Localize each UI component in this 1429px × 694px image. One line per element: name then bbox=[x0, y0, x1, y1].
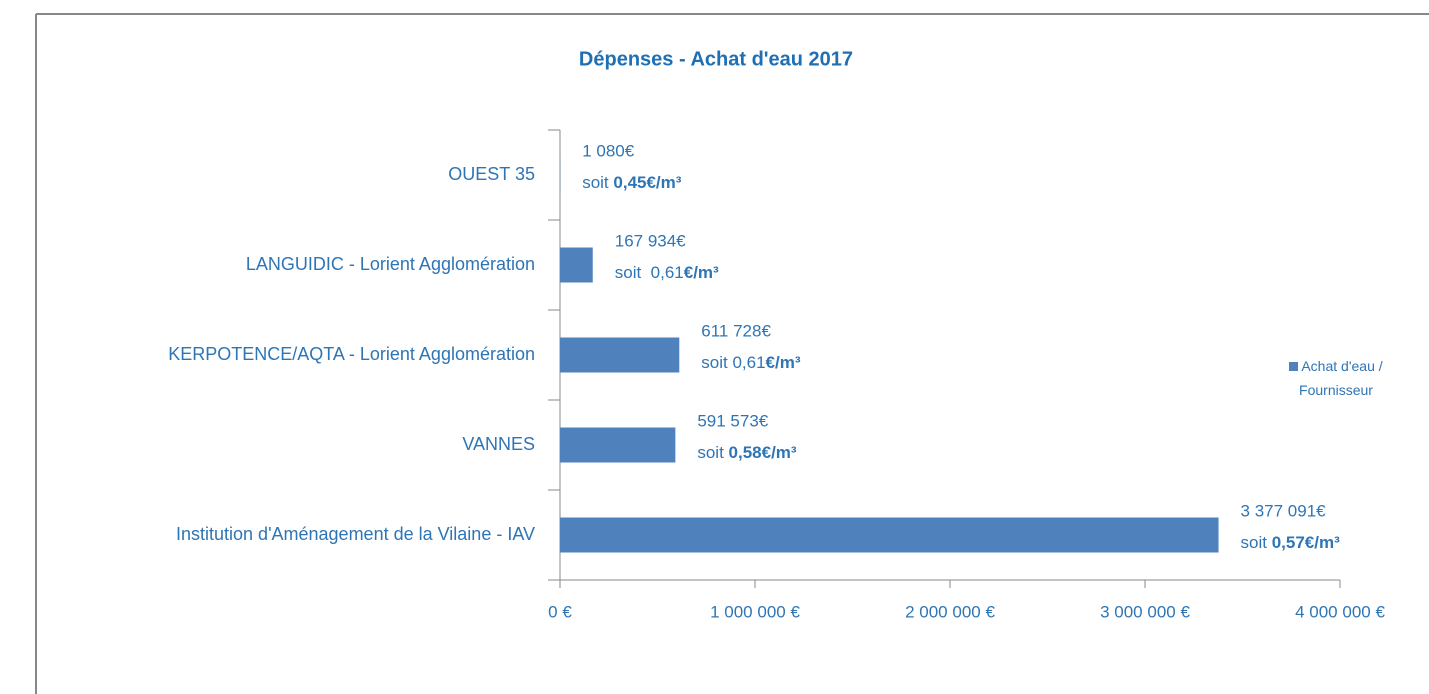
unit-label-part: €/m³ bbox=[684, 263, 719, 282]
unit-label-part: soit 0,61 bbox=[615, 263, 684, 282]
value-label: 3 377 091€ bbox=[1241, 501, 1327, 520]
unit-label-part: soit 0,61 bbox=[701, 353, 765, 372]
legend-label: Achat d'eau / Fournisseur bbox=[1299, 358, 1383, 398]
bar bbox=[560, 427, 676, 463]
legend: Achat d'eau / Fournisseur bbox=[1262, 354, 1410, 402]
value-label: 1 080€ bbox=[582, 141, 635, 160]
unit-label-part: soit bbox=[697, 443, 728, 462]
unit-label: soit 0,58€/m³ bbox=[697, 443, 797, 462]
bar bbox=[560, 337, 680, 373]
value-label: 611 728€ bbox=[701, 321, 771, 340]
unit-label-part: 0,58€/m³ bbox=[729, 443, 797, 462]
chart-title: Dépenses - Achat d'eau 2017 bbox=[579, 48, 853, 70]
unit-label-part: 0,45€/m³ bbox=[613, 173, 681, 192]
unit-label: soit 0,45€/m³ bbox=[582, 173, 682, 192]
y-tick-label: OUEST 35 bbox=[448, 164, 535, 184]
unit-label: soit 0,61€/m³ bbox=[615, 263, 719, 282]
y-tick-label: KERPOTENCE/AQTA - Lorient Agglomération bbox=[168, 344, 535, 364]
unit-label: soit 0,61€/m³ bbox=[701, 353, 801, 372]
unit-label-part: 0,57€/m³ bbox=[1272, 533, 1340, 552]
unit-label-part: soit bbox=[582, 173, 613, 192]
x-tick-label: 2 000 000 € bbox=[905, 602, 995, 621]
value-label: 167 934€ bbox=[615, 231, 686, 250]
x-tick-label: 3 000 000 € bbox=[1100, 602, 1190, 621]
bar bbox=[560, 517, 1219, 553]
x-tick-label: 1 000 000 € bbox=[710, 602, 800, 621]
y-tick-label: LANGUIDIC - Lorient Agglomération bbox=[246, 254, 535, 274]
value-label: 591 573€ bbox=[697, 411, 768, 430]
y-tick-label: Institution d'Aménagement de la Vilaine … bbox=[176, 524, 535, 544]
bar bbox=[560, 247, 593, 283]
unit-label: soit 0,57€/m³ bbox=[1241, 533, 1341, 552]
x-tick-label: 4 000 000 € bbox=[1295, 602, 1385, 621]
y-tick-label: VANNES bbox=[462, 434, 535, 454]
unit-label-part: soit bbox=[1241, 533, 1272, 552]
legend-swatch bbox=[1289, 362, 1299, 371]
unit-label-part: €/m³ bbox=[766, 353, 801, 372]
x-tick-label: 0 € bbox=[548, 602, 572, 621]
